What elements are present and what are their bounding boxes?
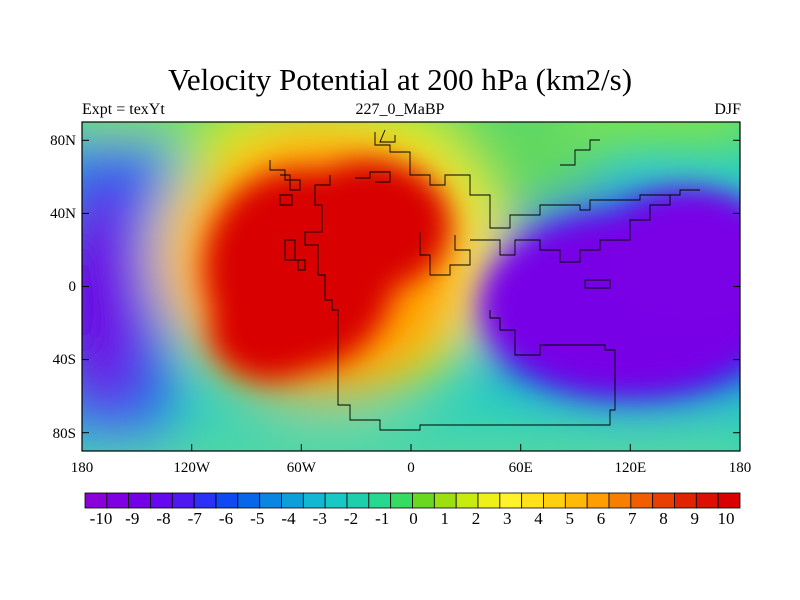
colorbar-box <box>368 492 392 509</box>
continent-outlines <box>269 129 700 431</box>
colorbar-label: 9 <box>691 509 700 528</box>
colorbar-box <box>215 492 239 509</box>
velocity-potential-field <box>82 122 740 451</box>
y-tick-label: 40S <box>53 352 76 368</box>
colorbar-box <box>674 492 697 509</box>
colorbar-box <box>652 492 675 509</box>
colorbar-label: -6 <box>219 509 233 528</box>
colorbar-label: 3 <box>503 509 512 528</box>
x-tick-label: 0 <box>407 460 415 476</box>
colorbar-label: -9 <box>125 509 139 528</box>
y-tick-label: 40N <box>50 206 76 222</box>
colorbar-box <box>390 492 413 509</box>
colorbar-labels: -10 -9 -8 -7 -6 -5 -4 -3 -2 -1 0 1 2 3 4 5 6 7 8 9 10 <box>90 509 735 528</box>
x-tick-label: 180 <box>71 460 94 476</box>
colorbar-label: 10 <box>718 509 735 528</box>
colorbar-box <box>324 492 348 509</box>
x-tick-label: 120W <box>173 460 211 476</box>
colorbar-label: 7 <box>628 509 637 528</box>
colorbar-box <box>346 492 370 509</box>
colorbar-box <box>281 492 304 509</box>
colorbar-label: -5 <box>250 509 264 528</box>
x-tick-label: 120E <box>614 460 646 476</box>
colorbar-label: -2 <box>344 509 358 528</box>
colorbar-box <box>521 492 544 509</box>
colorbar-box <box>193 492 217 509</box>
plot-title: Velocity Potential at 200 hPa (km2/s) <box>167 62 633 97</box>
colorbar-box <box>106 492 130 509</box>
colorbar-label: 1 <box>441 509 450 528</box>
y-tick-label: 0 <box>69 279 77 295</box>
colorbar-box <box>302 492 326 509</box>
colorbar-box <box>608 492 632 509</box>
colorbar-label: 8 <box>659 509 668 528</box>
y-axis-labels: 80N 40N 0 40S 80S <box>50 133 76 442</box>
colorbar <box>84 492 741 509</box>
colorbar-box <box>695 492 719 509</box>
axis-ticks <box>81 139 741 451</box>
case-label: 227_0_MaBP <box>355 101 445 118</box>
y-tick-label: 80S <box>53 426 76 442</box>
colorbar-label: 2 <box>472 509 481 528</box>
x-tick-label: 180 <box>729 460 752 476</box>
colorbar-box <box>237 492 261 509</box>
colorbar-box <box>412 492 435 509</box>
experiment-label: Expt = texYt <box>82 101 165 118</box>
x-tick-label: 60W <box>287 460 317 476</box>
x-axis-labels: 180 120W 60W 0 60E 120E 180 <box>71 460 752 476</box>
colorbar-label: -7 <box>188 509 203 528</box>
x-tick-label: 60E <box>509 460 533 476</box>
y-tick-label: 80N <box>50 133 76 149</box>
colorbar-label: 5 <box>566 509 575 528</box>
colorbar-box <box>128 492 151 509</box>
colorbar-label: -10 <box>90 509 113 528</box>
colorbar-box <box>543 492 566 509</box>
colorbar-label: 4 <box>534 509 543 528</box>
colorbar-box <box>564 492 588 509</box>
colorbar-label: -3 <box>313 509 327 528</box>
colorbar-box <box>586 492 610 509</box>
colorbar-box <box>171 492 195 509</box>
season-label: DJF <box>714 101 741 118</box>
colorbar-box <box>259 492 282 509</box>
colorbar-box <box>433 492 457 509</box>
colorbar-box <box>477 492 501 509</box>
colorbar-box <box>717 492 741 509</box>
colorbar-label: 6 <box>597 509 606 528</box>
colorbar-label: -8 <box>156 509 170 528</box>
colorbar-label: -4 <box>281 509 296 528</box>
colorbar-label: -1 <box>375 509 389 528</box>
colorbar-box <box>455 492 479 509</box>
colorbar-box <box>84 492 108 509</box>
colorbar-box <box>630 492 654 509</box>
colorbar-box <box>150 492 173 509</box>
colorbar-box <box>499 492 523 509</box>
colorbar-label: 0 <box>409 509 418 528</box>
